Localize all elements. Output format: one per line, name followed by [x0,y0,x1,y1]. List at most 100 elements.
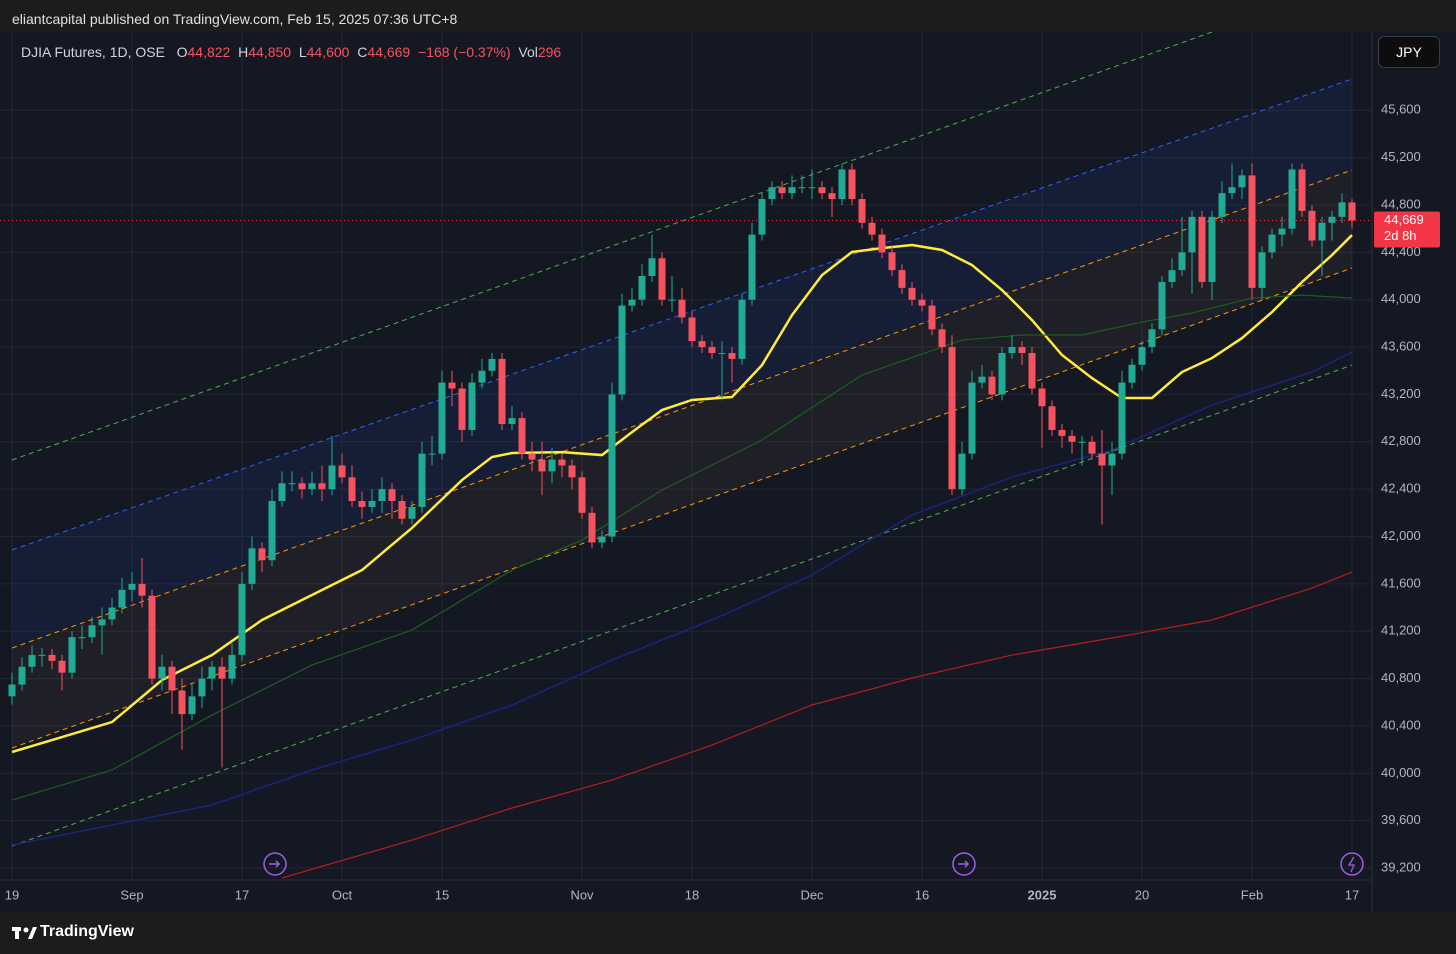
candle-body [1098,453,1106,466]
x-tick-label: 17 [235,887,249,902]
candle-body [358,500,366,507]
candle-body [468,382,476,430]
value: 44,822 [187,44,231,60]
moving-average [11,351,1353,846]
candle-body [328,465,336,490]
candle-body [638,276,646,300]
price-tag-countdown: 2d 8h [1384,228,1417,243]
channel-line [11,169,1353,649]
candle-body [298,483,306,490]
candle-body [658,258,666,300]
candle-body [158,666,166,679]
candle-body [1088,441,1096,454]
candle-body [838,169,846,200]
candle-body [228,654,236,679]
y-tick-label: 40,800 [1381,670,1421,685]
label: O [176,44,188,60]
candle-body [1078,441,1086,443]
candle-body [928,305,936,330]
x-tick-label: 15 [435,887,449,902]
candle-body [178,690,186,715]
y-tick-label: 41,600 [1381,575,1421,590]
candle-body [858,199,866,223]
candle-body [1328,216,1336,223]
candle-body [338,465,346,478]
candle-body [1008,347,1016,353]
candle-body [1248,175,1256,288]
candle-body [108,607,116,620]
candle-body [548,459,556,472]
candle-body [888,252,896,271]
candle-body [118,589,126,608]
y-tick-label: 42,800 [1381,433,1421,448]
candle-body [1308,210,1316,241]
candle-body [248,548,256,584]
candle-body [868,222,876,235]
candle-body [1168,270,1176,282]
candle-body [28,654,36,667]
chart-bg [0,32,1456,912]
y-tick-label: 44,000 [1381,291,1421,306]
candle-body [318,483,326,490]
y-tick-label: 40,400 [1381,717,1421,732]
x-tick-label: Oct [332,887,353,902]
candle-body [58,660,66,673]
candle-body [1298,169,1306,211]
candle-body [218,666,226,679]
moving-average [281,571,1353,879]
candle-body [348,477,356,501]
price-tag-label: 44,669 [1384,212,1424,227]
candle-body [938,329,946,348]
brand: TradingView [40,923,134,940]
currency-button[interactable]: JPY [1378,36,1440,68]
candle-body [478,370,486,383]
candle-body [258,548,266,561]
publisher: eliantcapital published on TradingView.c… [12,11,458,27]
candle-body [558,459,566,466]
candle-body [1348,202,1356,221]
candle-body [1268,234,1276,253]
candle-body [718,352,726,354]
candle-body [308,483,316,490]
channel-fill [12,79,1352,649]
symbol: DJIA Futures, 1D, OSE [21,44,165,60]
candle-body [1018,347,1026,353]
candle-body [1288,169,1296,229]
candle-body [918,299,926,306]
candle-body [8,684,16,697]
value: 44,850 [248,44,292,60]
candle-body [388,489,396,501]
candle-body [1278,228,1286,235]
event-icons [263,852,1364,876]
candle-body [88,625,96,638]
candle-body [438,382,446,454]
label: H [238,44,249,60]
y-tick-label: 41,200 [1381,623,1421,638]
x-tick-label: 18 [685,887,699,902]
candle-body [678,299,686,318]
candle-body [148,595,156,679]
candle-body [68,637,76,673]
y-tick-label: 45,600 [1381,102,1421,117]
candle-body [238,583,246,655]
candle-body [1158,281,1166,330]
candle-body [588,512,596,543]
candle-body [978,376,986,383]
candle-body [878,234,886,253]
candle-body [508,418,516,425]
candle-body [448,382,456,389]
channel-line [11,78,1353,551]
candle-body [138,583,146,596]
candle-body [568,465,576,478]
candle-body [728,352,736,359]
x-tick-label: 17 [1345,887,1359,902]
candle-body [1068,435,1076,442]
candle-body [128,583,136,590]
candle-body [1118,382,1126,454]
candle-body [748,234,756,300]
label: L [298,44,307,60]
candle-body [488,358,496,371]
y-tick-label: 42,000 [1381,528,1421,543]
